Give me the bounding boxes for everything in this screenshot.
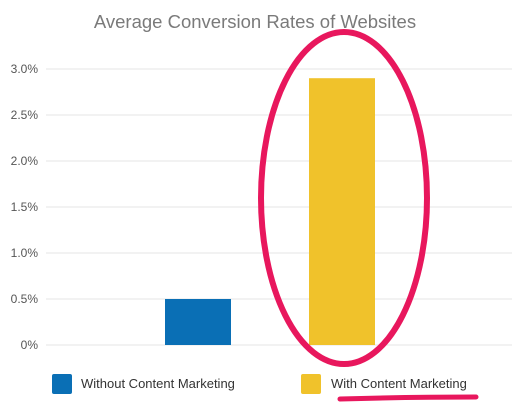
y-axis-tick-labels: 0% 0.5% 1.0% 1.5% 2.0% 2.5% 3.0% bbox=[11, 62, 39, 352]
highlight-ellipse bbox=[258, 29, 430, 367]
bars bbox=[165, 78, 375, 345]
gridlines bbox=[46, 68, 512, 346]
legend: Without Content Marketing With Content M… bbox=[52, 374, 467, 394]
legend-swatch-without-content-marketing bbox=[52, 374, 72, 394]
legend-label-without-content-marketing: Without Content Marketing bbox=[81, 376, 235, 391]
legend-swatch-with-content-marketing bbox=[301, 374, 321, 394]
bar-with-content-marketing bbox=[309, 78, 375, 345]
legend-label-with-content-marketing: With Content Marketing bbox=[331, 376, 467, 391]
bar-without-content-marketing bbox=[165, 299, 231, 345]
y-tick-label: 2.5% bbox=[11, 108, 39, 122]
highlight-underline bbox=[337, 394, 479, 402]
y-tick-label: 0% bbox=[21, 338, 39, 352]
y-tick-label: 2.0% bbox=[11, 154, 39, 168]
y-tick-label: 1.5% bbox=[11, 200, 39, 214]
y-tick-label: 3.0% bbox=[11, 62, 39, 76]
y-tick-label: 0.5% bbox=[11, 292, 39, 306]
y-tick-label: 1.0% bbox=[11, 246, 39, 260]
chart-title: Average Conversion Rates of Websites bbox=[94, 11, 416, 32]
